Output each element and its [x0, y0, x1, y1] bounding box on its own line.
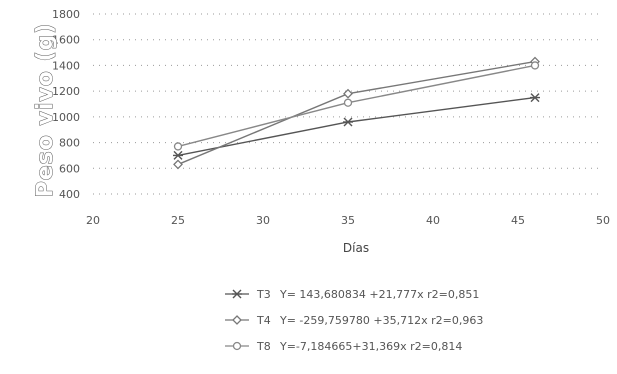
series-line [177, 64, 536, 148]
data-point [530, 93, 540, 103]
data-point [232, 289, 242, 299]
x-tick-label: 30 [256, 214, 270, 227]
legend-equation: Y= 143,680834 +21,777x r2=0,851 [279, 288, 479, 301]
x-axis-title: Días [343, 241, 369, 255]
data-point [232, 315, 242, 325]
x-tick-label: 20 [86, 214, 100, 227]
y-tick-label: 1200 [52, 85, 80, 98]
legend-layer: T3 Y= 143,680834 +21,777x r2=0,851 T4 Y= -2… [225, 288, 483, 353]
axis-layer: 400 600 800 1000 1200 1400 1600 1800 20 25 30 35 40 4… [52, 8, 610, 227]
x-tick-label: 25 [171, 214, 185, 227]
y-tick-label: 800 [59, 137, 80, 150]
legend-entry: T4 Y= -259,759780 +35,712x r2=0,963 [225, 314, 483, 327]
legend-series-name: T4 [256, 314, 271, 327]
series-line [177, 60, 536, 166]
legend-entry: T3 Y= 143,680834 +21,777x r2=0,851 [225, 288, 479, 301]
y-tick-label: 400 [59, 188, 80, 201]
y-tick-label: 1600 [52, 34, 80, 47]
x-tick-label: 45 [511, 214, 525, 227]
series-T8 [173, 61, 540, 151]
legend-series-name: T3 [256, 288, 271, 301]
data-point [530, 61, 540, 70]
series-layer [173, 56, 540, 170]
y-tick-label: 1400 [52, 59, 80, 72]
series-line [177, 96, 536, 157]
y-tick-label: 1000 [52, 111, 80, 124]
series-T3 [173, 93, 540, 160]
data-point [173, 150, 183, 160]
y-tick-label: 600 [59, 162, 80, 175]
data-point [173, 159, 183, 170]
legend-series-name: T8 [256, 340, 271, 353]
y-axis-title: Peso vivo (g) [33, 23, 58, 198]
data-point [343, 98, 353, 107]
data-point [232, 341, 242, 351]
data-point [173, 142, 183, 151]
x-tick-label: 40 [426, 214, 440, 227]
data-point [343, 88, 353, 99]
x-tick-label: 35 [341, 214, 355, 227]
legend-equation: Y= -259,759780 +35,712x r2=0,963 [279, 314, 483, 327]
legend-equation: Y=-7,184665+31,369x r2=0,814 [279, 340, 462, 353]
series-T4 [173, 56, 540, 170]
x-tick-label: 50 [596, 214, 610, 227]
data-point [343, 117, 353, 127]
legend-entry: T8 Y=-7,184665+31,369x r2=0,814 [225, 340, 462, 353]
y-tick-label: 1800 [52, 8, 80, 21]
